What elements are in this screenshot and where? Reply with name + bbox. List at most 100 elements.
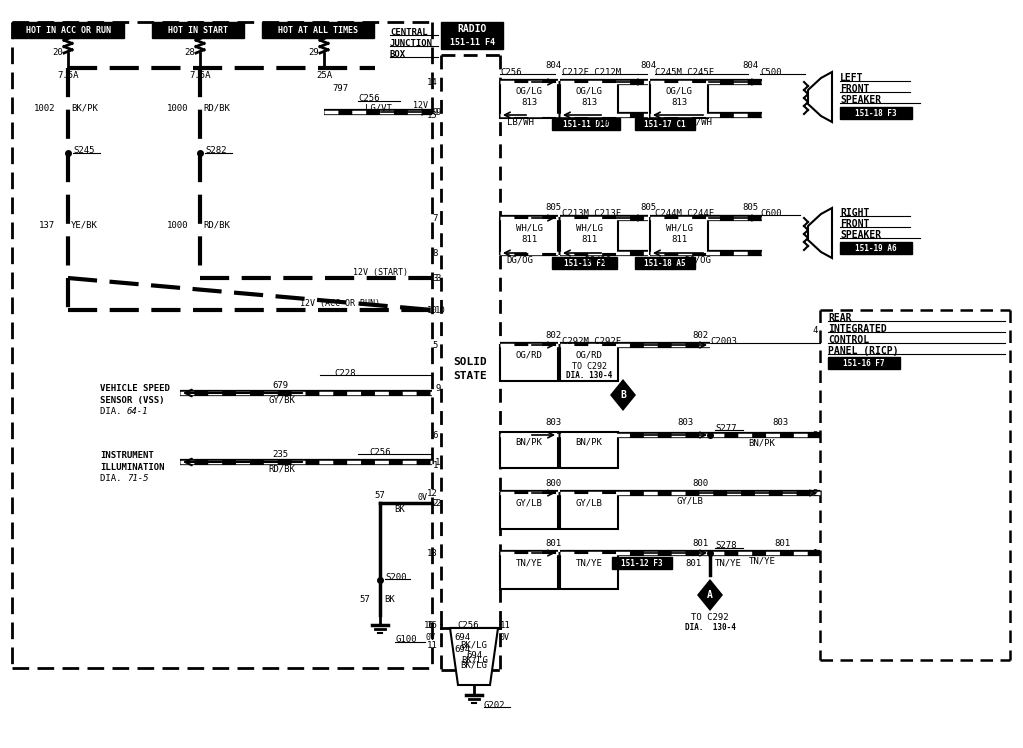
Text: 16: 16: [428, 621, 438, 630]
Text: JUNCTION: JUNCTION: [390, 38, 433, 48]
Text: 2: 2: [435, 498, 440, 507]
Text: SOLID: SOLID: [453, 357, 487, 367]
Text: C256: C256: [457, 621, 479, 630]
Text: 1: 1: [812, 548, 818, 557]
Text: CENTRAL: CENTRAL: [390, 28, 428, 37]
Text: GY/LB: GY/LB: [516, 498, 542, 507]
Text: HOT IN ACC OR RUN: HOT IN ACC OR RUN: [26, 25, 110, 34]
Text: 12V (START): 12V (START): [353, 268, 408, 277]
Text: 804: 804: [640, 61, 656, 70]
Bar: [500, 218, 558, 254]
Text: 71-5: 71-5: [127, 473, 148, 482]
Text: C2003: C2003: [710, 337, 737, 346]
Text: C500: C500: [760, 67, 782, 76]
Text: BN/PK: BN/PK: [516, 438, 542, 447]
Bar: [12, 22, 124, 38]
Text: GY/BK: GY/BK: [269, 396, 296, 405]
Text: GY/LB: GY/LB: [576, 498, 603, 507]
Text: 57: 57: [374, 491, 386, 500]
Bar: [500, 345, 558, 381]
Text: BK: BK: [384, 595, 395, 604]
Text: BK/LG: BK/LG: [460, 640, 487, 649]
Text: 2: 2: [812, 488, 818, 497]
Bar: [500, 553, 558, 589]
Text: LG/VT: LG/VT: [364, 103, 392, 112]
Text: 14: 14: [428, 78, 438, 87]
Text: BK/PK: BK/PK: [71, 103, 98, 112]
Text: LB/WH: LB/WH: [506, 117, 533, 126]
Text: DIA.: DIA.: [100, 473, 132, 482]
Text: C244M C244F: C244M C244F: [655, 209, 714, 218]
Text: 12: 12: [428, 488, 438, 497]
Text: 804: 804: [742, 61, 758, 70]
Text: 803: 803: [772, 417, 788, 426]
Text: BK: BK: [395, 504, 405, 513]
Text: YE/BK: YE/BK: [71, 221, 98, 230]
Text: OG/LG: OG/LG: [516, 87, 542, 96]
Text: 29: 29: [308, 48, 319, 57]
Text: 9: 9: [435, 108, 440, 117]
Text: 57: 57: [359, 595, 370, 604]
Text: 803: 803: [545, 417, 561, 426]
Text: 151-18 F3: 151-18 F3: [855, 108, 897, 117]
Text: 811: 811: [581, 235, 597, 244]
Text: C600: C600: [760, 209, 782, 218]
Text: OG/RD: OG/RD: [576, 351, 603, 360]
Text: 811: 811: [521, 235, 537, 244]
Text: 0V: 0V: [418, 492, 428, 501]
Text: 7: 7: [433, 213, 438, 222]
Text: C213M C213F: C213M C213F: [562, 209, 621, 218]
Text: 3: 3: [433, 274, 438, 283]
Text: 801: 801: [692, 539, 708, 548]
Text: 804: 804: [545, 61, 561, 70]
Text: 801: 801: [685, 559, 702, 568]
Text: C212F C212M: C212F C212M: [562, 67, 621, 76]
Text: 25A: 25A: [316, 70, 332, 79]
Text: 12V: 12V: [413, 100, 428, 109]
Text: 10: 10: [428, 305, 438, 314]
Text: 802: 802: [545, 331, 561, 340]
Text: 0V: 0V: [500, 633, 510, 642]
Text: 151-18 A5: 151-18 A5: [644, 259, 685, 268]
Text: 64-1: 64-1: [127, 406, 148, 415]
Polygon shape: [808, 208, 832, 258]
Text: 3: 3: [435, 274, 440, 283]
Bar: [840, 107, 911, 119]
Text: GY/LB: GY/LB: [676, 497, 704, 506]
Bar: [635, 257, 695, 269]
Text: 151-13 F2: 151-13 F2: [564, 259, 606, 268]
Text: DG/OG: DG/OG: [506, 256, 533, 265]
Text: 13: 13: [428, 548, 438, 557]
Bar: [560, 553, 618, 589]
Text: HOT AT ALL TIMES: HOT AT ALL TIMES: [278, 25, 358, 34]
Text: G202: G202: [484, 700, 505, 710]
Text: DG/OG: DG/OG: [584, 256, 612, 265]
Text: INSTRUMENT: INSTRUMENT: [100, 450, 153, 459]
Text: OG/LG: OG/LG: [666, 87, 693, 96]
Text: 0V: 0V: [425, 633, 435, 642]
Text: 235: 235: [272, 450, 288, 459]
Text: STATE: STATE: [453, 371, 487, 381]
Text: S200: S200: [385, 572, 406, 581]
Text: 151-19 A6: 151-19 A6: [855, 244, 897, 253]
Text: WH/LG: WH/LG: [576, 224, 603, 233]
Text: BK/LG: BK/LG: [461, 655, 488, 664]
Text: TN/YE: TN/YE: [516, 559, 542, 568]
Text: 7.5A: 7.5A: [57, 70, 79, 79]
Text: 1: 1: [435, 458, 440, 467]
Text: 1000: 1000: [167, 103, 188, 112]
Bar: [441, 36, 503, 49]
Text: TN/YE: TN/YE: [576, 559, 603, 568]
Text: C256: C256: [500, 67, 522, 76]
Text: S278: S278: [715, 542, 737, 551]
Bar: [441, 22, 503, 36]
Text: RD/BK: RD/BK: [203, 221, 230, 230]
Bar: [560, 218, 618, 254]
Text: 805: 805: [742, 203, 758, 212]
Bar: [500, 82, 558, 118]
Text: LB/WH: LB/WH: [684, 117, 711, 126]
Text: BN/PK: BN/PK: [576, 438, 603, 447]
Bar: [650, 218, 708, 254]
Bar: [552, 118, 620, 130]
Bar: [500, 432, 558, 468]
